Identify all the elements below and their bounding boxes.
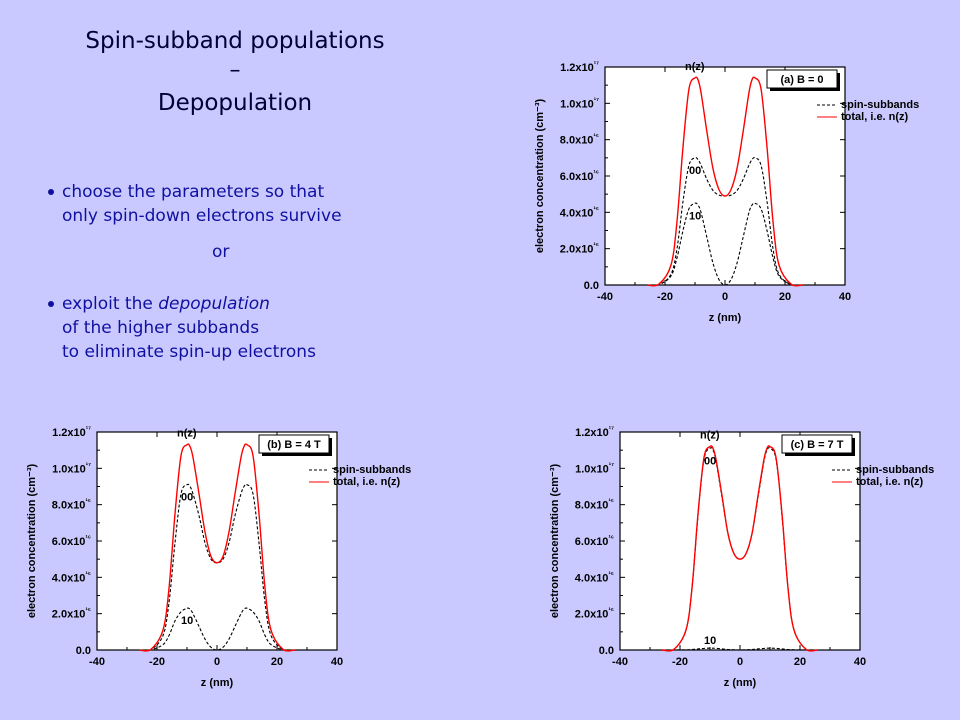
plot-area — [619, 431, 861, 651]
y-tick-label: 2.0x10¹⁶ — [560, 243, 599, 256]
y-tick-label: 1.0x10¹⁷ — [575, 462, 614, 475]
y-tick-label: 0.0 — [599, 645, 614, 657]
y-tick-label: 1.2x10¹⁷ — [560, 61, 599, 74]
y-tick-label: 1.0x10¹⁷ — [52, 462, 91, 475]
legend-subband-label: spin-subbands — [856, 464, 934, 476]
bullet-1-line-1: choose the parameters so that — [62, 182, 325, 202]
bullet-2-line-2: of the higher subbands — [62, 318, 260, 338]
panel-label-box — [766, 69, 838, 89]
panel-label: (a) B = 0 — [780, 74, 823, 86]
y-tick-label: 1.2x10¹⁷ — [575, 426, 614, 439]
y-tick-label: 6.0x10¹⁶ — [575, 535, 614, 548]
y-tick-label: 2.0x10¹⁶ — [575, 608, 614, 621]
x-tick-label: 20 — [794, 656, 806, 668]
y-tick-label: 0.0 — [584, 280, 599, 292]
y-tick-label: 2.0x10¹⁶ — [52, 608, 91, 621]
x-tick-label: 20 — [779, 291, 791, 303]
bullet-2-line-1-pre: exploit the — [62, 294, 159, 314]
bullet-dot-icon — [48, 189, 54, 195]
annotation-00: 00 — [181, 492, 193, 504]
x-tick-label: 0 — [737, 656, 743, 668]
chart-panel-c: 0.0 2.0x10¹⁶ 4.0x10¹⁶ 6.0x10¹⁶ 8.0x10¹⁶ 1.0x1… — [535, 420, 955, 700]
bullet-2-line-3: to eliminate spin-up electrons — [62, 342, 316, 362]
x-tick-label: 40 — [331, 656, 343, 668]
slide-title: Spin-subband populations — [85, 28, 385, 54]
y-axis-label: electron concentration (cm⁻³) — [549, 463, 561, 618]
panel-label-box — [258, 434, 330, 454]
annotation-00: 00 — [704, 455, 716, 467]
panel-label: (b) B = 4 T — [267, 439, 321, 451]
x-tick-label: 0 — [214, 656, 220, 668]
title-dash: – — [229, 58, 241, 83]
legend-total-label: total, i.e. n(z) — [841, 111, 909, 123]
x-tick-label: -20 — [672, 656, 688, 668]
chart-b: 0.0 2.0x10¹⁶ 4.0x10¹⁶ 6.0x10¹⁶ 8.0x10¹⁶ 1.0x1… — [26, 426, 411, 689]
y-tick-label: 4.0x10¹⁶ — [52, 571, 91, 584]
chart-panel-b: 0.0 2.0x10¹⁶ 4.0x10¹⁶ 6.0x10¹⁶ 8.0x10¹⁶ 1.0x1… — [12, 420, 442, 700]
x-tick-label: -20 — [149, 656, 165, 668]
chart-panel-a: 0.0 2.0x10¹⁶ 4.0x10¹⁶ 6.0x10¹⁶ 8.0x10¹⁶ 1.0x1… — [520, 55, 950, 335]
bullet-dot-icon — [48, 301, 54, 307]
annotation-10: 10 — [704, 635, 716, 647]
plot-area — [96, 431, 338, 651]
y-tick-label: 8.0x10¹⁶ — [52, 499, 91, 512]
annotation-10: 10 — [181, 615, 193, 627]
x-tick-label: -40 — [612, 656, 628, 668]
series-line-10 — [138, 607, 296, 651]
y-tick-label: 8.0x10¹⁶ — [575, 499, 614, 512]
x-tick-label: -40 — [89, 656, 105, 668]
or-label: or — [212, 242, 230, 262]
series-line-total — [661, 445, 819, 652]
chart-c: 0.0 2.0x10¹⁶ 4.0x10¹⁶ 6.0x10¹⁶ 8.0x10¹⁶ 1.0x1… — [549, 426, 934, 689]
y-tick-label: 0.0 — [76, 645, 91, 657]
nz-annotation: n(z) — [700, 430, 720, 442]
x-tick-label: 40 — [839, 291, 851, 303]
x-tick-label: 40 — [854, 656, 866, 668]
x-tick-label: 20 — [271, 656, 283, 668]
y-axis-label: electron concentration (cm⁻³) — [26, 463, 38, 618]
y-tick-label: 1.2x10¹⁷ — [52, 426, 91, 439]
legend-total-label: total, i.e. n(z) — [856, 476, 924, 488]
plot-area — [604, 66, 846, 286]
y-tick-label: 4.0x10¹⁶ — [560, 206, 599, 219]
legend-subband-label: spin-subbands — [841, 99, 919, 111]
chart-a: 0.0 2.0x10¹⁶ 4.0x10¹⁶ 6.0x10¹⁶ 8.0x10¹⁶ 1.0x1… — [534, 61, 919, 324]
annotation-00: 00 — [689, 165, 701, 177]
x-axis-label: z (nm) — [724, 677, 757, 689]
series-line-total — [138, 443, 296, 652]
nz-annotation: n(z) — [685, 61, 705, 73]
legend-total-label: total, i.e. n(z) — [333, 476, 401, 488]
annotation-10: 10 — [689, 210, 701, 222]
panel-label: (c) B = 7 T — [791, 439, 844, 451]
bullet-2-line-1-em: depopulation — [158, 294, 270, 314]
x-tick-label: 0 — [722, 291, 728, 303]
y-tick-label: 1.0x10¹⁷ — [560, 97, 599, 110]
bullet-1-line-2: only spin-down electrons survive — [62, 206, 342, 226]
y-tick-label: 8.0x10¹⁶ — [560, 134, 599, 147]
x-tick-label: -20 — [657, 291, 673, 303]
bullet-1: choose the parameters so that only spin-… — [48, 180, 342, 228]
slide-subtitle: Depopulation — [157, 90, 313, 116]
y-tick-label: 4.0x10¹⁶ — [575, 571, 614, 584]
series-line-10 — [661, 647, 818, 651]
bullet-2: exploit the depopulation of the higher s… — [48, 292, 316, 364]
y-tick-label: 6.0x10¹⁶ — [52, 535, 91, 548]
x-tick-label: -40 — [597, 291, 613, 303]
nz-annotation: n(z) — [177, 428, 197, 440]
y-tick-label: 6.0x10¹⁶ — [560, 170, 599, 183]
x-axis-label: z (nm) — [709, 312, 742, 324]
legend-subband-label: spin-subbands — [333, 464, 411, 476]
y-axis-label: electron concentration (cm⁻³) — [534, 98, 546, 253]
panel-label-box — [781, 434, 853, 454]
x-axis-label: z (nm) — [201, 677, 234, 689]
series-line-total — [646, 76, 804, 287]
series-line-10 — [646, 202, 804, 286]
